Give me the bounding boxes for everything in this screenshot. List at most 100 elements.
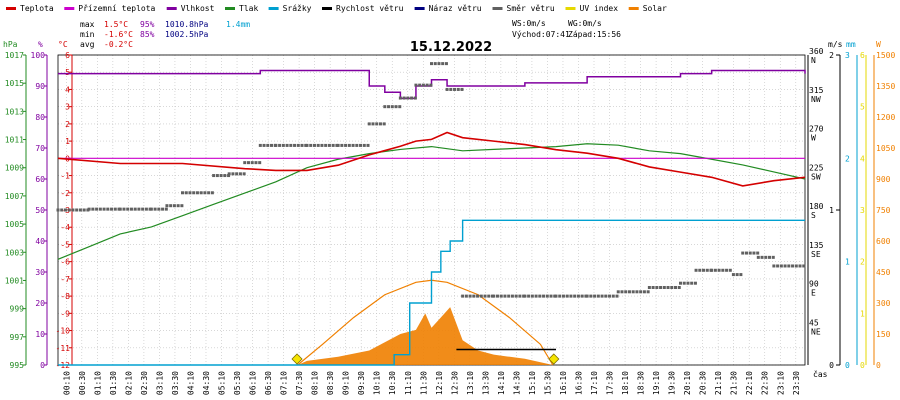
stat-sunset: Západ:15:56 — [568, 30, 621, 39]
x-tick-label: 10:30 — [388, 371, 397, 395]
x-tick-label: 23:30 — [792, 371, 801, 395]
wind-dir-point — [199, 191, 203, 195]
wind-dir-point — [181, 191, 184, 195]
x-tick-label: 05:10 — [218, 371, 227, 395]
legend-label: Rychlost větru — [336, 4, 404, 13]
wind-dir-point — [561, 294, 565, 298]
humidity-axis-label: 90 — [35, 82, 45, 91]
stats-panel: max 1.5°C 95% 1010.8hPa 1.4mm min -1.6°C… — [80, 19, 621, 49]
wind-dir-point — [576, 294, 580, 298]
wind-dir-point — [106, 207, 110, 211]
wind-dir-point — [126, 207, 130, 211]
x-tick-label: 18:30 — [637, 371, 646, 395]
wind-dir-point — [679, 281, 682, 285]
legend-swatch — [64, 7, 75, 10]
x-tick-label: 16:10 — [559, 371, 568, 395]
stat-min-hum: 85% — [140, 30, 155, 39]
solar-axis-label: 1350 — [876, 82, 895, 91]
wind-dir-point — [219, 174, 223, 178]
legend-swatch — [414, 7, 425, 10]
solar-axis-label: 0 — [876, 361, 881, 370]
wind-dir-point — [215, 174, 219, 178]
rain-axis-label: 1 — [845, 258, 850, 267]
wind-dir-point — [739, 273, 743, 277]
wind-dir-point — [172, 204, 176, 208]
wind-dir-point — [735, 273, 739, 277]
temperature-axis-label: -5 — [60, 240, 70, 249]
wind-dir-point — [510, 294, 514, 298]
x-tick-label: 08:30 — [326, 371, 335, 395]
wind-dir-point — [336, 143, 340, 147]
wind-dir-point — [441, 62, 445, 66]
humidity-axis-label: 70 — [35, 144, 45, 153]
wind-dir-point — [453, 87, 457, 91]
x-axis-label: čas — [813, 369, 828, 379]
wind-dir-point — [406, 96, 410, 100]
wind-dir-point — [75, 208, 79, 212]
wind-dir-point — [305, 143, 309, 147]
wind-dir-point — [56, 208, 60, 212]
wind-dir-point — [133, 207, 137, 211]
wind-dir-point — [542, 294, 546, 298]
wind-dir-point — [238, 172, 242, 176]
x-tick-label: 12:30 — [450, 371, 459, 395]
x-tick-label: 02:10 — [124, 371, 133, 395]
axes: 00:10 00:30 01:10 01:30 02:10 02:30 03:10 03:30… — [3, 40, 895, 395]
wind-dir-point — [558, 294, 562, 298]
wind-dir-point — [418, 83, 422, 87]
x-tick-label: 09:30 — [357, 371, 366, 395]
x-tick-label: 14:10 — [497, 371, 506, 395]
wind-dir-point — [756, 255, 760, 259]
wind-dir-point — [545, 294, 549, 298]
wind-dir-point — [402, 96, 406, 100]
x-tick-label: 09:10 — [342, 371, 351, 395]
wind-dir-point — [710, 268, 714, 272]
solar-unit: W — [876, 40, 881, 49]
x-tick-label: 22:30 — [761, 371, 770, 395]
wind-dir-label: E — [811, 289, 816, 298]
wind-dir-point — [783, 264, 787, 268]
wind-dir-point — [713, 268, 717, 272]
wind-dir-point — [387, 105, 391, 109]
wind-dir-label: NE — [811, 327, 821, 336]
wind-dir-point — [573, 294, 577, 298]
rain-axis-label: 0 — [845, 361, 850, 370]
wind-dir-point — [721, 268, 725, 272]
wind-dir-point — [635, 290, 639, 294]
x-tick-label: 08:10 — [311, 371, 320, 395]
wind-dir-point — [523, 294, 527, 298]
pressure-axis-label: 995 — [10, 361, 25, 370]
x-tick-label: 17:30 — [606, 371, 615, 395]
wind-dir-point — [71, 208, 75, 212]
legend-label: Solar — [643, 4, 667, 13]
temperature-axis-label: -4 — [60, 223, 70, 232]
humidity-axis-label: 60 — [35, 175, 45, 184]
wind-dir-point — [503, 294, 507, 298]
wind-dir-point — [382, 122, 386, 126]
x-tick-label: 11:10 — [404, 371, 413, 395]
wind-dir-point — [677, 286, 681, 289]
temperature-axis-label: 5 — [65, 68, 70, 77]
wind-dir-point — [153, 207, 157, 211]
solar-axis-label: 1050 — [876, 144, 895, 153]
wind-dir-point — [122, 207, 126, 211]
uv-axis-label: 5 — [860, 103, 865, 112]
uv-axis-label: 1 — [860, 309, 865, 318]
wind-dir-point — [655, 286, 659, 289]
wind-dir-value: 135 — [809, 241, 824, 250]
wind-dir-point — [227, 172, 231, 176]
temperature-axis-label: 1 — [65, 137, 70, 146]
wind-dir-point — [320, 143, 324, 147]
wind-dir-value: 360 — [809, 47, 824, 56]
uv-axis-label: 3 — [860, 206, 865, 215]
wind-dir-point — [693, 281, 697, 285]
humidity-line — [58, 69, 806, 100]
x-tick-label: 01:30 — [109, 371, 118, 395]
uv-axis-label: 2 — [860, 258, 865, 267]
uv-axis-label: 6 — [860, 51, 865, 60]
sunset-marker — [548, 353, 560, 365]
x-tick-label: 17:10 — [590, 371, 599, 395]
wind-dir-point — [425, 83, 429, 87]
wind-dir-point — [464, 294, 468, 298]
wind-dir-point — [600, 294, 604, 298]
